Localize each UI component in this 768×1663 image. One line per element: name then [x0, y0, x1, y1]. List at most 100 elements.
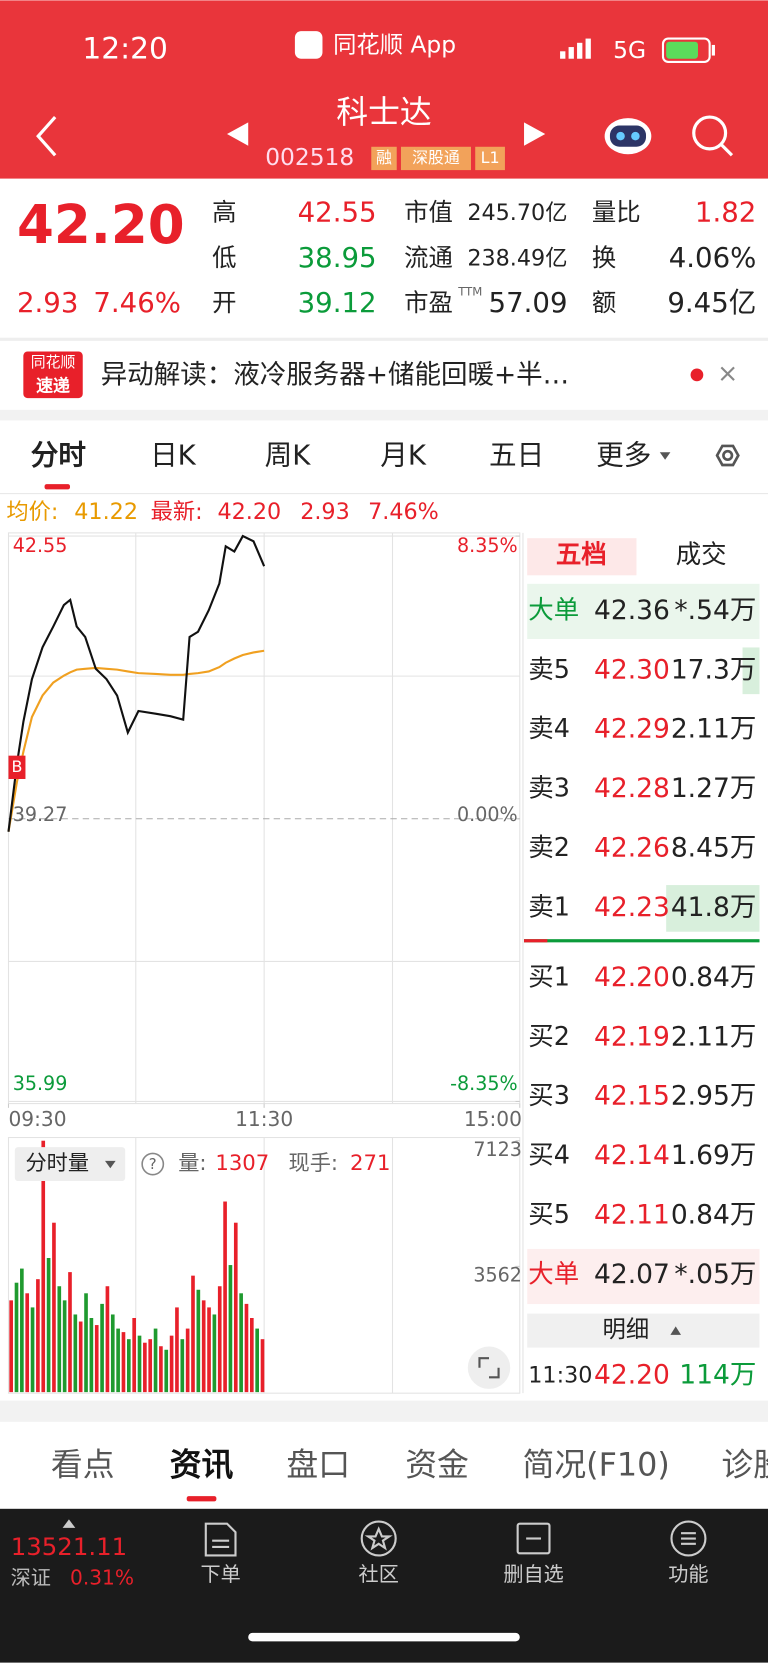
stat-value: 9.45亿 [667, 286, 756, 319]
x-tick-label: 11:30 [235, 1107, 293, 1131]
volume-title: 分时量 [25, 1151, 89, 1176]
volume-bar [68, 1272, 72, 1393]
tag: L1 [481, 148, 500, 167]
book-price: 42.28 [594, 773, 670, 804]
section-tab[interactable]: 盘口 [286, 1445, 350, 1483]
volume-bar [233, 1222, 238, 1393]
news-text[interactable]: 异动解读：液冷服务器+储能回暖+半… [101, 359, 569, 390]
section-tab[interactable]: 诊股 [721, 1445, 768, 1483]
stat-label: 开 [212, 288, 236, 317]
volume-bar [180, 1339, 185, 1393]
footer-icons [204, 1520, 707, 1557]
volume-label: 量: [178, 1151, 206, 1176]
book-label: 买1 [528, 962, 570, 992]
y-tick-label: 39.27 [13, 803, 68, 826]
latest-label: 最新: [151, 499, 203, 525]
volume-bar [164, 1349, 169, 1393]
help-icon-text: ? [149, 1155, 157, 1173]
detail-bar[interactable] [527, 1313, 760, 1348]
next-stock[interactable] [524, 122, 546, 146]
volume-bar [73, 1314, 78, 1393]
chart-tab[interactable]: 更多 [596, 439, 651, 472]
book-label: 买5 [528, 1200, 570, 1230]
back-button[interactable] [36, 116, 57, 157]
book-price: 42.15 [594, 1081, 670, 1112]
stat-label: 额 [592, 288, 616, 317]
section-tab[interactable]: 资金 [405, 1445, 469, 1483]
book-volume: 2.95万 [671, 1081, 757, 1112]
price-line [7, 534, 266, 832]
index-value[interactable]: 13521.11 [11, 1532, 127, 1561]
more-arrow [659, 452, 671, 460]
volume-bar [84, 1293, 88, 1393]
volume-bar [30, 1307, 35, 1393]
volume-bar [143, 1342, 147, 1393]
volume-bar [62, 1300, 67, 1393]
book-divider [524, 939, 548, 943]
close-button[interactable] [720, 366, 735, 381]
stat-label: 低 [212, 243, 236, 272]
divider [0, 337, 768, 341]
avg-line [7, 649, 265, 832]
change: 2.93 [17, 286, 78, 319]
stat-label: 市值 [404, 198, 453, 227]
y-tick-label: 7123 [473, 1138, 522, 1161]
robot-icon[interactable] [604, 118, 652, 155]
big-order-bg [527, 1248, 760, 1305]
tag: 融 [376, 148, 392, 167]
book-price: 42.26 [594, 833, 670, 864]
buy-marker-bg [8, 755, 26, 779]
chart-tab[interactable]: 月K [380, 439, 427, 472]
volume-bar [9, 1300, 13, 1393]
volume-highlight [742, 647, 760, 695]
trade-time: 11:30 [528, 1363, 592, 1389]
book-price: 42.19 [594, 1021, 670, 1052]
stat-value: 4.06% [669, 241, 757, 274]
book-tab[interactable]: 成交 [676, 540, 727, 570]
price-chart: 42.55 39.27 35.99 8.35% 0.00% -8.35% 09:30 11:3… [7, 534, 522, 1131]
book-volume: 1.27万 [671, 773, 757, 804]
book-price: 42.29 [594, 714, 670, 745]
chart-tab[interactable]: 周K [265, 439, 312, 472]
book-price: 42.07 [594, 1259, 670, 1290]
search-button[interactable] [692, 115, 734, 157]
nav-item[interactable]: 功能 [668, 1562, 708, 1586]
settings-button[interactable] [715, 444, 740, 467]
status-app: 同花顺 App [333, 30, 456, 58]
y2-tick-label: 8.35% [457, 534, 518, 557]
avg-label: 均价: [6, 499, 58, 525]
chart-tab[interactable]: 日K [150, 439, 197, 472]
stat-label: 流通 [404, 243, 453, 272]
nav-item[interactable]: 社区 [359, 1562, 399, 1586]
section-tab[interactable]: 简况(F10) [523, 1445, 670, 1483]
volume-bar [175, 1307, 179, 1393]
chart-tab[interactable]: 分时 [31, 439, 86, 472]
stock-code: 002518 [265, 143, 354, 171]
signal-icon [560, 38, 591, 59]
x-tick-label: 15:00 [464, 1107, 522, 1131]
chart-tab[interactable]: 五日 [489, 439, 544, 472]
latest-value: 42.20 [217, 499, 281, 525]
volume-bar [41, 1140, 46, 1393]
help-icon[interactable] [141, 1152, 165, 1176]
volume-bar [169, 1335, 174, 1393]
y-tick-label: 3562 [473, 1263, 522, 1286]
volume-dropdown[interactable] [14, 1147, 126, 1182]
book-tab[interactable]: 五档 [556, 540, 607, 570]
prev-stock[interactable] [227, 122, 249, 146]
expand-button[interactable] [467, 1346, 511, 1389]
book-label: 卖1 [528, 892, 570, 922]
section-tab[interactable]: 资讯 [170, 1445, 234, 1483]
section-tab[interactable]: 看点 [51, 1445, 115, 1483]
volume-bar [46, 1257, 51, 1393]
volume-bar [191, 1275, 195, 1393]
stat-value: 1.82 [695, 196, 756, 229]
price: 42.20 [17, 194, 185, 256]
tag-bg [400, 146, 471, 171]
volume-value: 1307 [215, 1151, 269, 1176]
volume-bar [137, 1335, 142, 1393]
nav-item[interactable]: 下单 [200, 1562, 240, 1586]
nav-item[interactable]: 删自选 [503, 1562, 563, 1586]
